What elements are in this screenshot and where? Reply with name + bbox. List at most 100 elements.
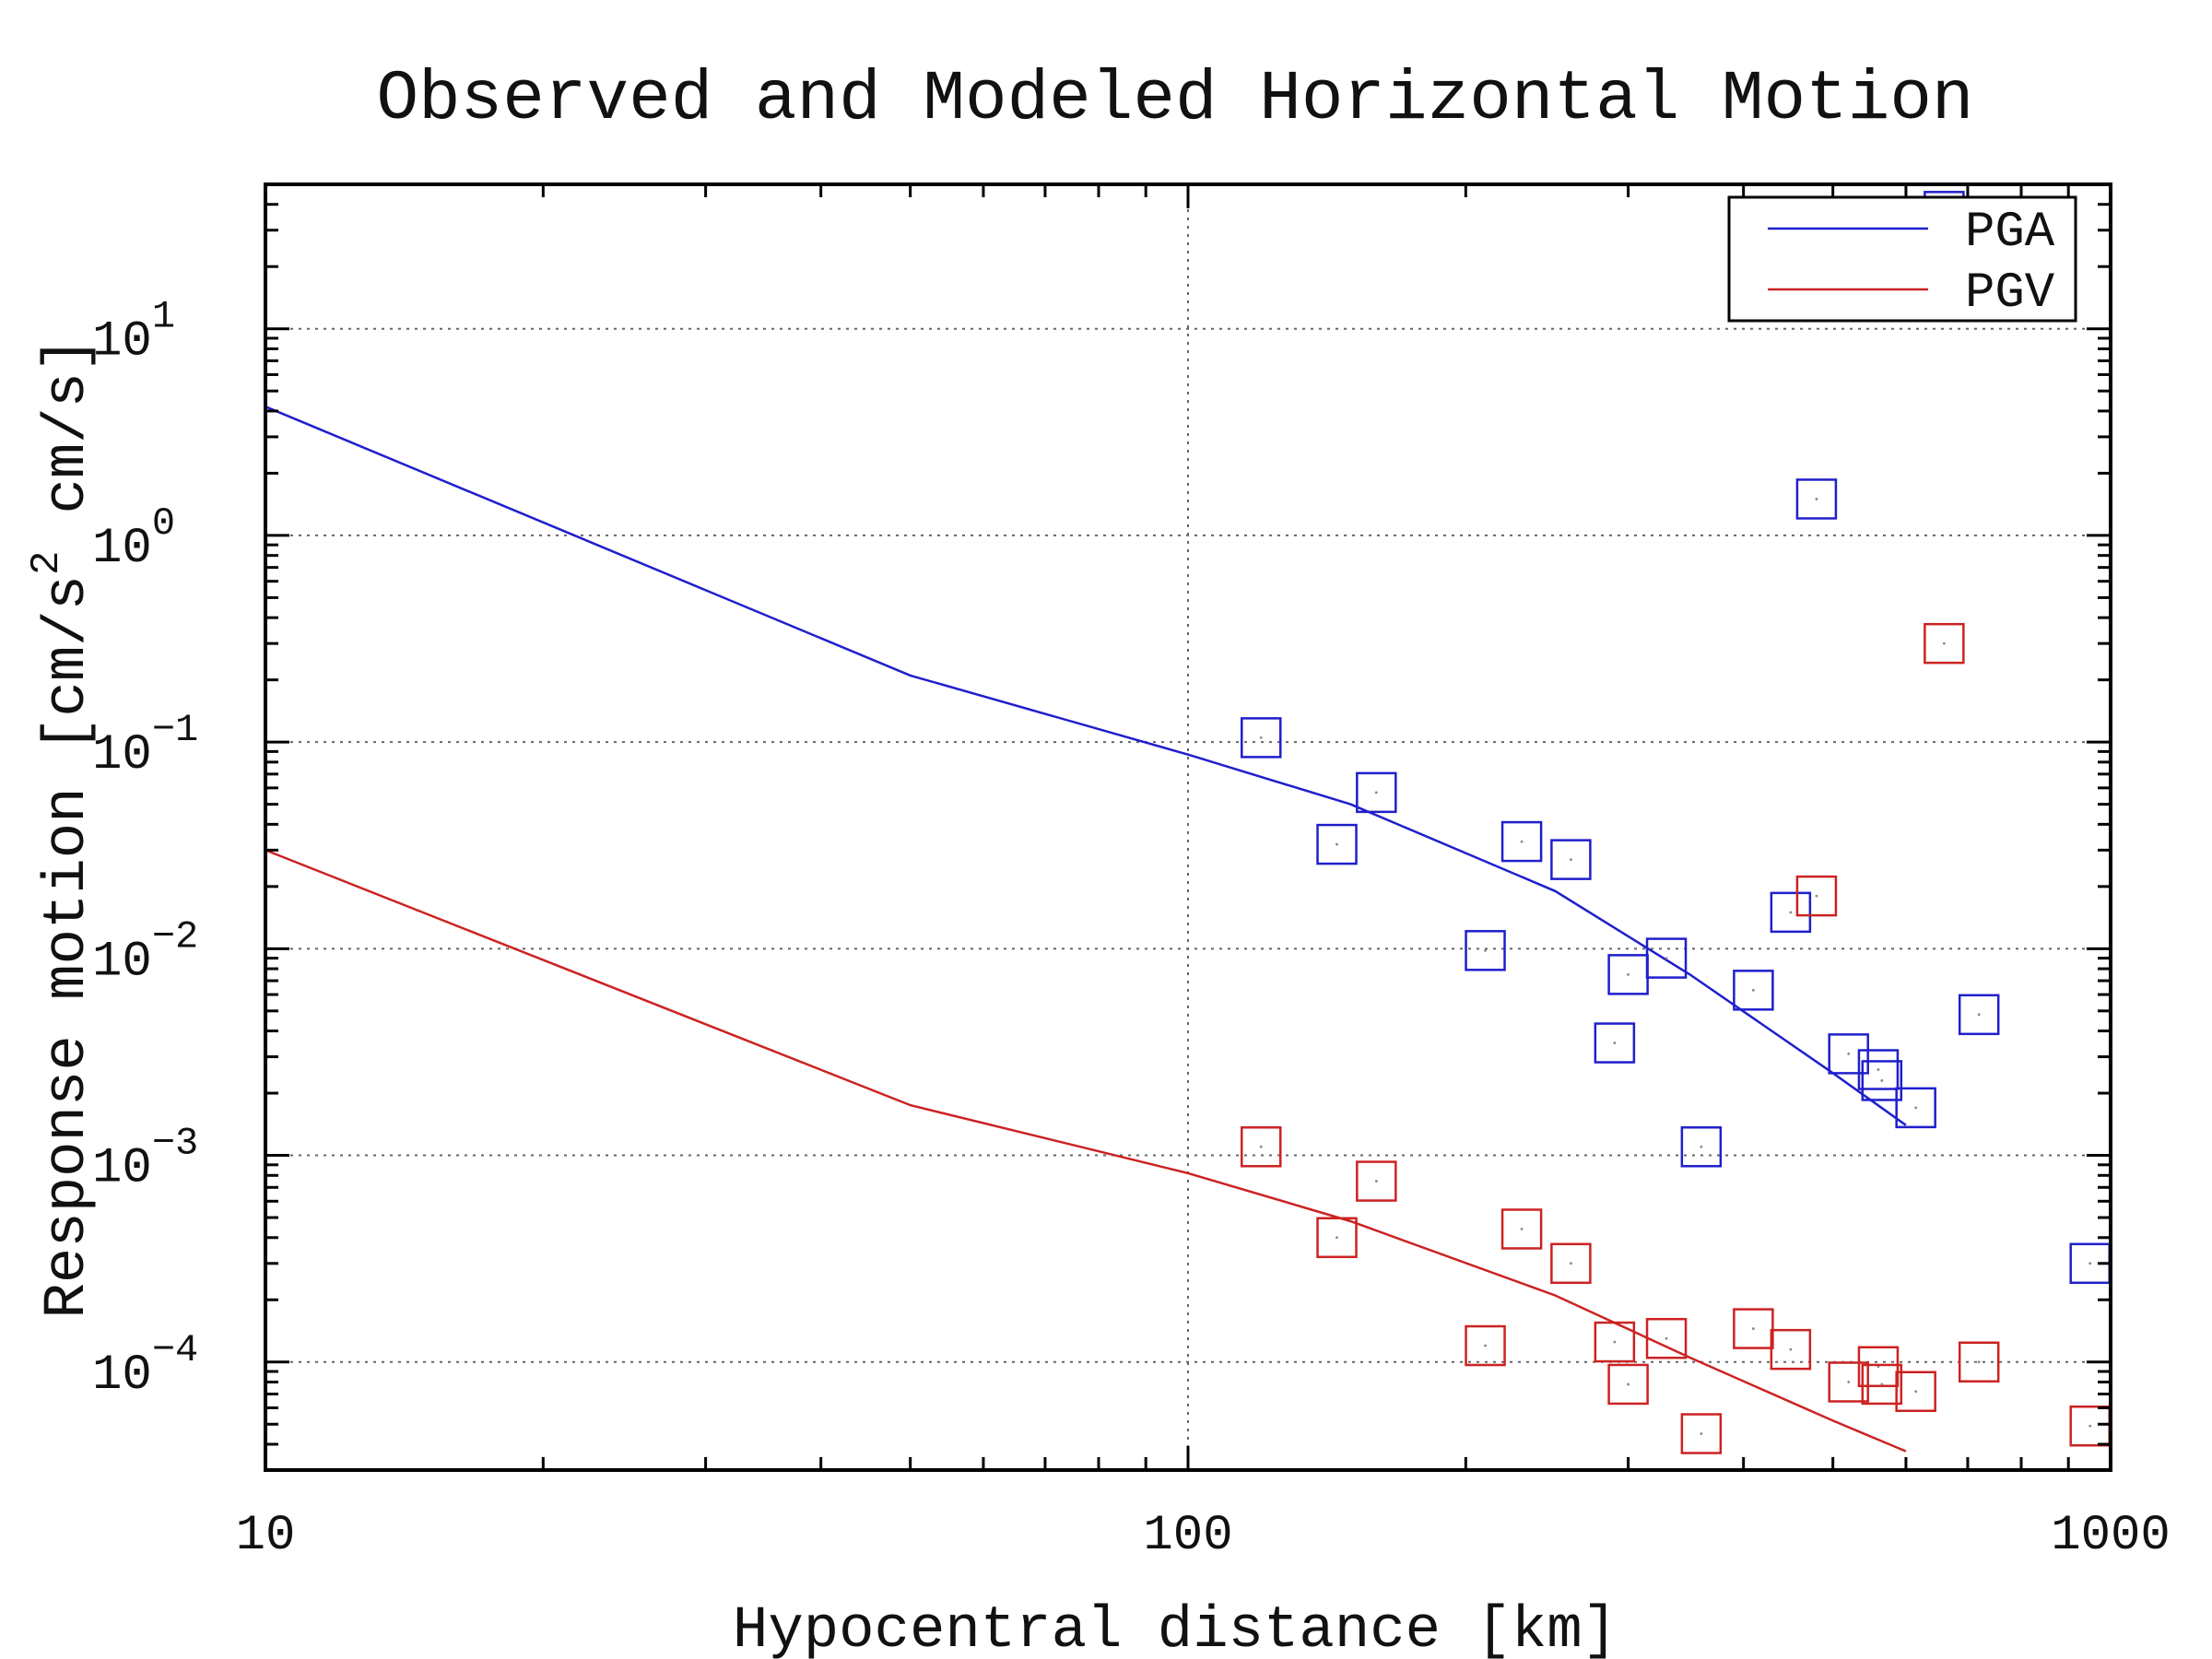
legend-label-pgv: PGV	[1965, 265, 2055, 322]
observed-point-center	[1914, 1106, 1918, 1110]
observed-point-pgv	[1356, 1160, 1397, 1202]
observed-point-pga	[1733, 970, 1774, 1011]
observed-point-center	[1914, 1390, 1918, 1394]
observed-point-center	[1977, 1013, 1981, 1017]
observed-point-center	[1700, 1145, 1703, 1148]
y-tick-label-base: 10	[92, 1347, 152, 1404]
observed-point-center	[1847, 1381, 1851, 1383]
observed-point-pgv	[1550, 1242, 1592, 1285]
observed-point-center	[1700, 1432, 1703, 1435]
observed-point-center	[1942, 641, 1946, 645]
observed-point-center	[1815, 894, 1818, 898]
observed-point-pgv	[1733, 1308, 1774, 1349]
x-tick-label: 10	[236, 1508, 296, 1564]
observed-point-pgv	[1895, 1371, 1936, 1413]
observed-point-center	[1569, 1262, 1572, 1265]
observed-point-center	[1751, 988, 1755, 992]
observed-point-pgv	[1241, 1126, 1282, 1168]
y-axis-label-sup: 2	[24, 551, 70, 575]
observed-point-pgv	[1958, 1341, 2000, 1383]
observed-point-center	[2088, 1424, 2092, 1428]
observed-point-center	[1374, 791, 1378, 794]
observed-point-pga	[1645, 937, 1688, 979]
observed-point-center	[1569, 858, 1572, 862]
observed-point-center	[1259, 1145, 1263, 1148]
chart-title: Observed and Modeled Horizontal Motion	[376, 60, 1973, 139]
observed-point-pga	[1500, 820, 1543, 863]
observed-point-pgv	[1465, 1324, 1506, 1367]
observed-point-center	[1613, 1041, 1617, 1044]
observed-point-pgv	[1680, 1413, 1723, 1454]
y-tick-label-base: 10	[92, 314, 152, 371]
observed-point-center	[1374, 1180, 1378, 1182]
observed-point-center	[1977, 1360, 1981, 1364]
observed-point-center	[1880, 1382, 1884, 1386]
legend-box	[1727, 195, 2077, 323]
y-tick-label-exponent: 1	[152, 295, 175, 339]
y-axis-label-main: Response motion [cm/s	[35, 575, 101, 1319]
observed-point-pgv	[1607, 1363, 1649, 1406]
observed-point-pga	[1828, 1033, 1869, 1075]
observed-point-pga	[1680, 1126, 1723, 1168]
observed-point-pga	[1594, 1022, 1636, 1064]
y-tick-label-exponent: −1	[152, 708, 198, 752]
observed-point-center	[1520, 1228, 1524, 1230]
y-axis-label-tail: cm/s]	[35, 337, 101, 514]
observed-point-center	[1751, 1327, 1755, 1330]
model-line-pga	[265, 406, 1907, 1126]
x-tick-label: 100	[1143, 1508, 1232, 1564]
observed-point-pgv	[1770, 1328, 1812, 1371]
y-tick-label-base: 10	[92, 1141, 152, 1197]
y-tick-label-base: 10	[92, 521, 152, 577]
observed-point-pgv	[1857, 1346, 1900, 1388]
legend-label-pga: PGA	[1965, 205, 2055, 261]
y-tick-label: 10−1	[92, 708, 198, 783]
model-lines	[265, 406, 1907, 1453]
observed-point-center	[1259, 735, 1263, 739]
y-tick-label: 10−2	[92, 914, 198, 990]
observed-point-center	[1789, 1347, 1793, 1351]
observed-point-center	[1627, 972, 1630, 976]
observed-point-pga	[1465, 930, 1506, 971]
observed-point-center	[2088, 1262, 2092, 1265]
legend: PGA PGV	[1727, 195, 2077, 323]
observed-point-center	[1484, 1344, 1487, 1347]
observed-point-center	[1665, 1336, 1668, 1340]
observed-point-center	[1520, 840, 1524, 843]
y-tick-label-exponent: −4	[152, 1328, 198, 1372]
axis-ticks	[264, 182, 2111, 1472]
observed-point-pgv	[1795, 875, 1838, 917]
observed-point-pgv	[1645, 1317, 1688, 1359]
observed-point-pga	[1857, 1049, 1900, 1090]
observed-point-center	[1335, 1236, 1338, 1240]
observed-point-pga	[1356, 771, 1397, 814]
observed-point-pga	[1316, 823, 1358, 865]
y-tick-label-exponent: −3	[152, 1122, 198, 1166]
observed-point-center	[1484, 948, 1487, 952]
observed-point-pgv	[1500, 1208, 1543, 1250]
observed-point-center	[1815, 498, 1818, 500]
observed-point-pgv	[1861, 1363, 1903, 1406]
y-tick-label: 10−4	[92, 1328, 198, 1404]
y-tick-label-exponent: −2	[152, 914, 198, 959]
y-tick-label-base: 10	[92, 934, 152, 990]
observed-point-center	[1335, 842, 1338, 846]
observed-point-center	[1789, 911, 1793, 914]
x-axis-label: Hypocentral distance [km]	[733, 1598, 1618, 1659]
y-tick-label-exponent: 0	[152, 501, 175, 546]
model-line-pgv	[265, 849, 1907, 1453]
observed-point-pga	[1770, 891, 1812, 934]
observed-point-pgv	[1828, 1361, 1869, 1403]
observed-point-pga	[1861, 1060, 1903, 1101]
x-tick-labels: 10 100 1000	[236, 1508, 2171, 1564]
observed-point-center	[1665, 957, 1668, 960]
y-tick-label: 10−3	[92, 1122, 198, 1197]
y-tick-label-base: 10	[92, 727, 152, 783]
observed-point-center	[1627, 1382, 1630, 1386]
y-axis-label: Response motion [cm/s2 cm/s]	[24, 337, 101, 1319]
observed-point-center	[1877, 1068, 1880, 1071]
observed-point-center	[1847, 1052, 1851, 1055]
observed-point-pgv	[1594, 1321, 1636, 1363]
